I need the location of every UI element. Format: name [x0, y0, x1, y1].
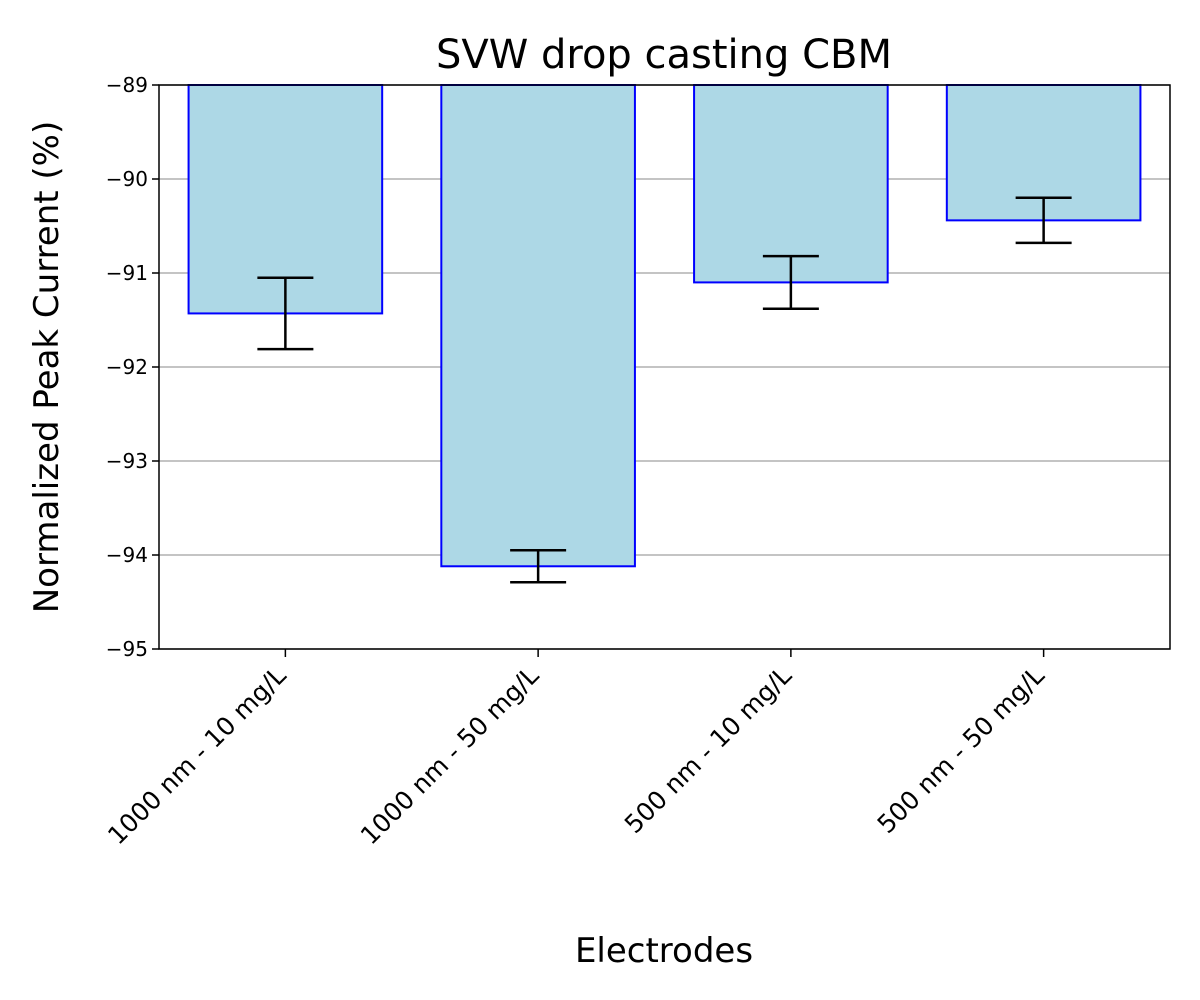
bar: [693, 84, 889, 284]
y-tick-label: −94: [106, 543, 148, 567]
y-tick-label: −90: [106, 167, 148, 191]
chart-title: SVW drop casting CBM: [436, 32, 892, 78]
bars: [187, 84, 1142, 568]
x-tick-label: 500 nm - 10 mg/L: [619, 661, 797, 839]
error-bars: [257, 196, 1072, 584]
bar: [440, 84, 636, 568]
y-axis-ticks: −89 −90 −91 −92 −93 −94 −95: [106, 73, 159, 661]
x-tick-label: 1000 nm - 50 mg/L: [355, 661, 545, 851]
y-tick-label: −89: [106, 73, 148, 97]
x-tick-label: 1000 nm - 10 mg/L: [102, 661, 292, 851]
x-axis-ticks: 1000 nm - 10 mg/L 1000 nm - 50 mg/L 500 nm…: [102, 649, 1050, 850]
y-tick-label: −95: [106, 637, 148, 661]
y-tick-label: −92: [106, 355, 148, 379]
y-tick-label: −93: [106, 449, 148, 473]
y-tick-label: −91: [106, 261, 148, 285]
y-axis-label: Normalized Peak Current (%): [27, 121, 67, 614]
x-tick-label: 500 nm - 50 mg/L: [872, 661, 1050, 839]
x-axis-label: Electrodes: [575, 931, 753, 971]
